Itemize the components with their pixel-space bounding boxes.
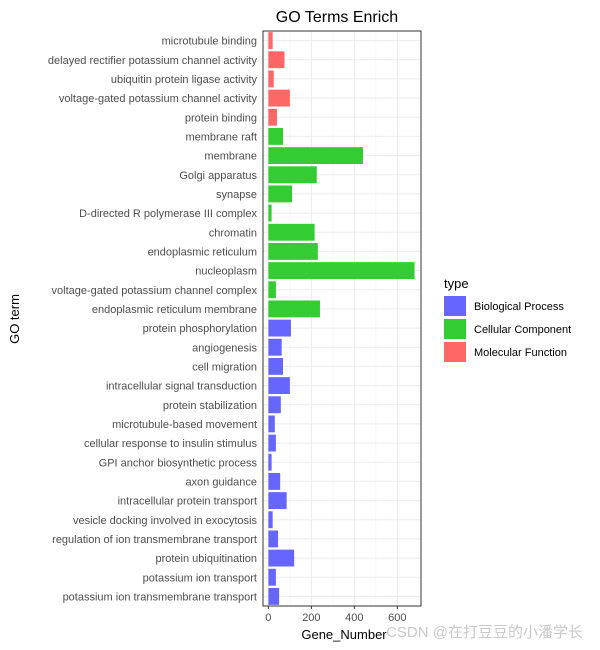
y-tick-label: protein stabilization [163,400,257,412]
y-tick-label: cell migration [192,361,257,373]
bar [268,530,279,548]
bar [268,70,274,88]
y-tick-label: membrane raft [185,131,257,143]
plot-panel [263,31,421,606]
bar [268,511,273,529]
plot-border [262,30,422,607]
y-tick-label: axon guidance [185,476,257,488]
y-tick-label: endoplasmic reticulum membrane [92,304,257,316]
bar [268,108,277,126]
legend-label: Molecular Function [474,347,567,359]
bar [268,300,320,318]
y-tick-label: intracellular protein transport [118,496,257,508]
y-tick-labels: microtubule binding delayed rectifier pot… [48,36,258,604]
x-axis-label: Gene_Number [301,627,387,642]
y-tick-label: voltage-gated potassium channel complex [52,285,258,297]
bar [268,89,290,107]
y-tick-label: microtubule binding [162,36,257,48]
bar [268,127,283,145]
y-tick-label: cellular response to insulin stimulus [84,438,258,450]
x-tick-label: 0 [265,612,271,624]
bar [268,281,276,299]
bar [268,472,281,490]
bar [268,223,315,241]
y-tick-label: intracellular signal transduction [106,381,257,393]
y-tick-label: Golgi apparatus [179,170,257,182]
y-tick-label: protein phosphorylation [143,323,257,335]
bar [268,568,276,586]
x-tick-label: 400 [345,612,363,624]
bar [268,549,295,567]
legend-swatch [444,319,466,339]
plot-background [263,31,421,606]
y-tick-label: synapse [216,189,257,201]
x-tick-label: 200 [302,612,320,624]
bar [268,377,290,395]
y-tick-label: chromatin [209,227,257,239]
legend-swatch [444,296,466,316]
bars [268,32,415,605]
bar [268,492,287,510]
bar [268,319,291,337]
y-tick-label: D-directed R polymerase III complex [79,208,257,220]
legend-label: Biological Process [474,301,564,313]
y-tick-label: ubiquitin protein ligase activity [111,74,258,86]
bar [268,185,293,203]
chart-title: GO Terms Enrich [276,9,398,26]
y-tick-label: delayed rectifier potassium channel acti… [48,55,258,67]
legend-label: Cellular Component [474,324,571,336]
y-tick-label: endoplasmic reticulum [148,246,257,258]
y-tick-label: potassium ion transport [143,572,257,584]
y-axis-label: GO term [7,294,22,344]
y-tick-label: voltage-gated potassium channel activity [59,93,258,105]
y-tick-label: protein binding [185,112,257,124]
y-tick-label: membrane [204,151,257,163]
bar [268,338,282,356]
bar [268,415,275,433]
gridlines [263,31,421,606]
x-tick-label: 600 [388,612,406,624]
x-tick-labels: 0 200 400 600 [265,606,407,624]
legend-title: type [444,276,469,291]
y-tick-label: protein ubiquitination [155,553,257,565]
bar [268,587,280,605]
bar [268,51,285,69]
y-tick-label: nucleoplasm [195,266,257,278]
y-tick-label: GPI anchor biosynthetic process [99,457,258,469]
y-tick-label: regulation of ion transmembrane transpor… [52,534,257,546]
bar [268,357,283,375]
legend-swatch [444,342,466,362]
bar [268,147,363,165]
y-tick-label: potassium ion transmembrane transport [63,591,257,603]
legend: type Biological Process Cellular Componen… [444,276,571,362]
bar [268,262,415,280]
bar [268,32,273,50]
y-tick-label: angiogenesis [192,342,257,354]
bar [268,396,281,414]
watermark: CSDN @在打豆豆的小潘学长 [386,624,583,641]
y-tick-label: vesicle docking involved in exocytosis [73,515,258,527]
bar [268,242,318,260]
bar [268,204,272,222]
y-tick-label: microtubule-based movement [112,419,257,431]
bar [268,453,272,471]
bar [268,166,317,184]
bar [268,434,276,452]
